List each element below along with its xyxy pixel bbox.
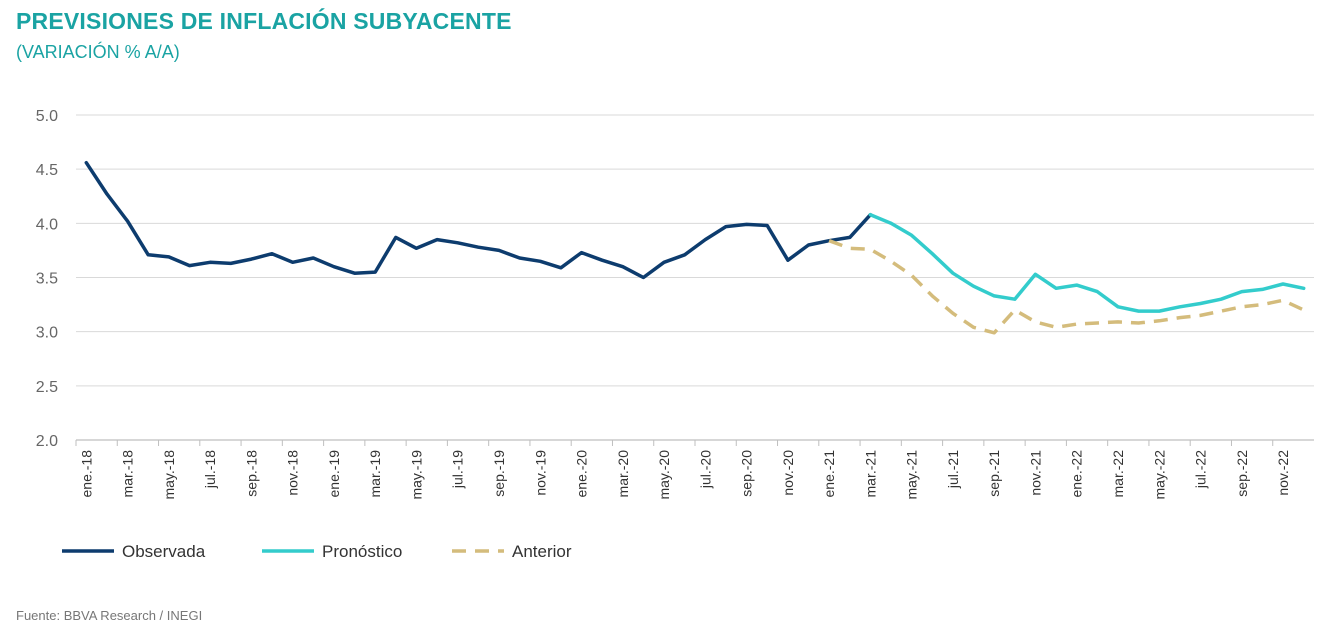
x-tick-label: jul.-21 [945,450,961,489]
x-tick-label: may.-18 [161,450,177,500]
grid-lines [76,114,1314,387]
x-tick-label: sep.-19 [491,450,507,497]
x-tick-label: may.-22 [1151,450,1167,500]
x-tick-label: mar.-19 [367,450,383,498]
x-tick-label: sep.-21 [986,450,1002,497]
x-tick-label: nov.-21 [1027,450,1043,496]
y-tick-label: 2.5 [36,379,58,396]
chart-title: PREVISIONES DE INFLACIÓN SUBYACENTE [16,8,512,34]
x-tick-label: nov.-18 [285,450,301,496]
x-tick-label: ene.-21 [821,450,837,498]
x-tick-label: may.-20 [656,450,672,500]
x-tick-label: sep.-20 [739,450,755,497]
legend-label-pronostico: Pronóstico [322,542,402,561]
inflation-line-chart: 5.0 4.5 4.0 3.5 3.0 2.5 2.0 ene.-18 mar.-18 may.… [36,108,1314,561]
x-tick-label: jul.-20 [697,450,713,489]
y-tick-label: 3.5 [36,271,58,288]
y-tick-label: 5.0 [36,108,58,125]
x-tick-label: jul.-19 [450,450,466,489]
x-tick-label: ene.-19 [326,450,342,498]
series-line-anterior [828,239,1305,335]
x-tick-label: may.-19 [408,450,424,500]
x-tick-label: jul.-22 [1193,450,1209,489]
x-tick-label: jul.-18 [202,450,218,489]
source-note: Fuente: BBVA Research / INEGI [16,608,203,623]
x-axis: ene.-18 mar.-18 may.-18 jul.-18 sep.-18 nov.-… [75,439,1314,500]
x-tick-label: mar.-22 [1110,450,1126,498]
legend: Observada Pronóstico Anterior [62,542,572,561]
x-tick-label: sep.-18 [243,450,259,497]
y-axis-tick-labels: 5.0 4.5 4.0 3.5 3.0 2.5 2.0 [36,108,58,450]
x-tick-label: nov.-22 [1275,450,1291,496]
x-tick-label: mar.-18 [120,450,136,498]
y-tick-label: 4.0 [36,216,58,233]
x-tick-label: nov.-19 [532,450,548,496]
x-tick-label: mar.-20 [615,450,631,498]
x-tick-label: nov.-20 [780,450,796,496]
y-tick-label: 3.0 [36,325,58,342]
x-tick-label: may.-21 [904,450,920,500]
x-tick-label: ene.-18 [78,450,94,498]
x-tick-label: mar.-21 [862,450,878,498]
series-line-pronostico [868,212,1306,313]
series-line-observada [84,160,873,280]
x-tick-label: ene.-20 [574,450,590,498]
y-tick-label: 2.0 [36,433,58,450]
chart-subtitle: (VARIACIÓN % A/A) [16,42,180,62]
legend-label-observada: Observada [122,542,206,561]
x-tick-label: sep.-22 [1234,450,1250,497]
y-tick-label: 4.5 [36,162,58,179]
x-tick-label: ene.-22 [1069,450,1085,498]
series-lines [84,160,1306,335]
legend-label-anterior: Anterior [512,542,572,561]
